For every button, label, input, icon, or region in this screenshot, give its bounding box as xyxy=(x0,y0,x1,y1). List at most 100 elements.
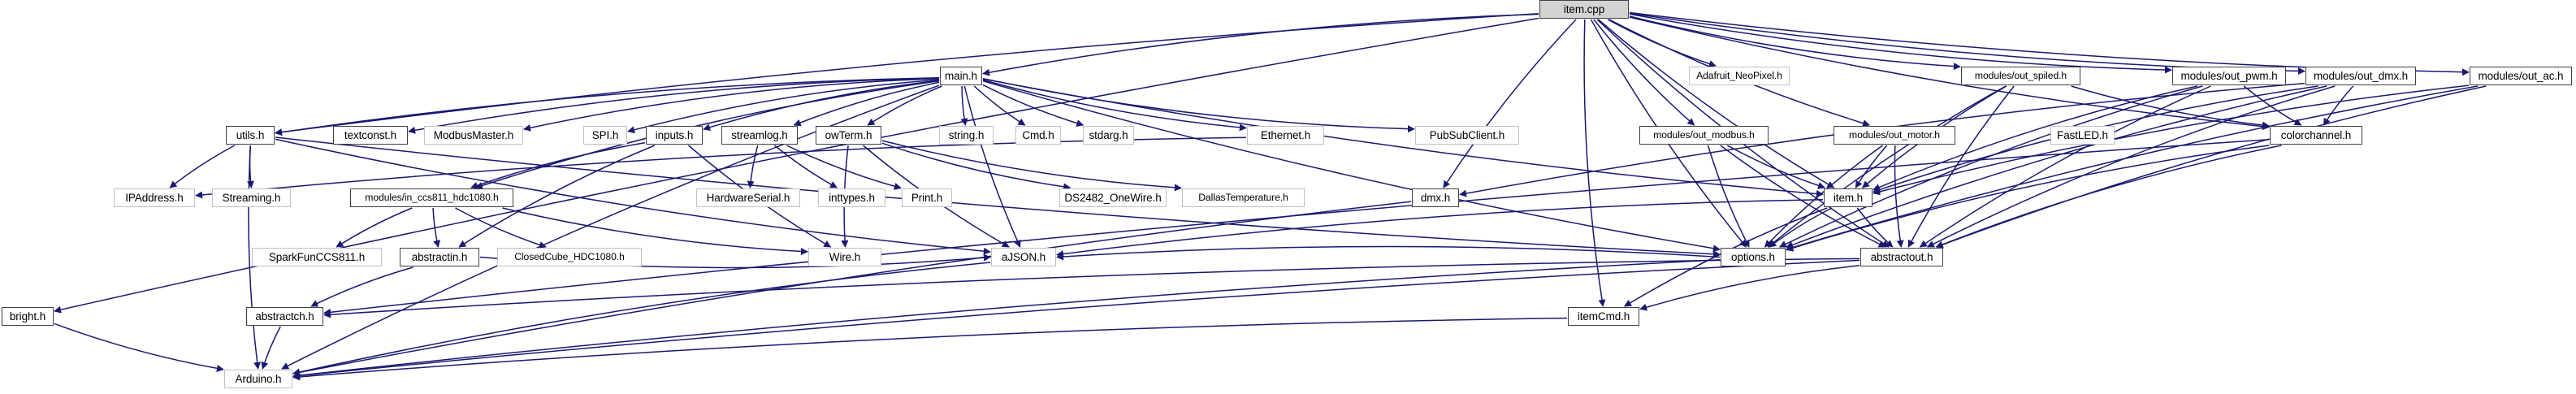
graph-edge xyxy=(881,140,1182,192)
graph-node[interactable]: options.h xyxy=(1721,248,1786,266)
graph-node[interactable]: modules/out_spiled.h xyxy=(1961,67,2080,85)
graph-edge xyxy=(1926,85,2336,248)
graph-edge xyxy=(747,145,759,188)
graph-node[interactable]: ClosedCube_HDC1080.h xyxy=(497,248,642,266)
graph-edge xyxy=(1907,85,2015,248)
graph-edge xyxy=(292,262,991,376)
graph-node-label: string.h xyxy=(948,129,985,141)
graph-edge xyxy=(1935,85,2487,249)
graph-node-label: abstractin.h xyxy=(411,251,468,263)
graph-node-label: main.h xyxy=(945,70,977,82)
graph-node[interactable]: PubSubClient.h xyxy=(1415,126,1519,145)
graph-node[interactable]: stdarg.h xyxy=(1083,126,1134,145)
graph-node[interactable]: abstractch.h xyxy=(246,307,323,326)
graph-edge xyxy=(408,77,940,134)
graph-node-label: modules/out_pwm.h xyxy=(2180,70,2278,82)
graph-node[interactable]: bright.h xyxy=(2,307,54,326)
graph-node[interactable]: abstractout.h xyxy=(1860,248,1943,266)
graph-node-label: Wire.h xyxy=(829,251,861,263)
graph-node[interactable]: modules/out_dmx.h xyxy=(2305,67,2416,85)
graph-edge xyxy=(1593,19,1695,126)
graph-node-label: modules/out_spiled.h xyxy=(1974,70,2067,81)
graph-edge xyxy=(310,266,413,307)
graph-node-label: textconst.h xyxy=(344,129,397,141)
graph-edge xyxy=(246,145,254,188)
graph-edge xyxy=(470,142,646,189)
graph-node[interactable]: Ethernet.h xyxy=(1247,126,1324,145)
graph-node[interactable]: IPAddress.h xyxy=(114,188,195,207)
graph-edge xyxy=(1639,265,1860,311)
graph-node[interactable]: DS2482_OneWire.h xyxy=(1059,188,1167,207)
graph-node-label: streamlog.h xyxy=(731,129,788,141)
graph-node-label: Adafruit_NeoPixel.h xyxy=(1696,70,1782,81)
graph-node[interactable]: SPI.h xyxy=(583,126,627,145)
graph-edge xyxy=(502,207,808,255)
graph-node[interactable]: modules/out_pwm.h xyxy=(2172,67,2286,85)
graph-node[interactable]: Adafruit_NeoPixel.h xyxy=(1689,67,1790,85)
graph-edge xyxy=(275,77,940,136)
graph-node[interactable]: colorchannel.h xyxy=(2270,126,2362,145)
graph-edge xyxy=(275,13,1539,136)
graph-node-label: HardwareSerial.h xyxy=(706,192,790,204)
graph-node-label: abstractout.h xyxy=(1870,251,1933,263)
graph-node[interactable]: Wire.h xyxy=(808,248,881,266)
graph-node[interactable]: itemCmd.h xyxy=(1568,307,1639,326)
graph-edge xyxy=(2323,85,2354,126)
graph-edge xyxy=(292,201,1412,376)
graph-edge xyxy=(793,81,940,127)
graph-edge xyxy=(1769,207,1833,248)
graph-node[interactable]: Print.h xyxy=(902,188,952,207)
graph-edge xyxy=(261,326,281,370)
graph-node[interactable]: textconst.h xyxy=(333,126,408,145)
graph-node[interactable]: Cmd.h xyxy=(1015,126,1061,145)
graph-node[interactable]: Arduino.h xyxy=(224,370,292,388)
graph-node-label: aJSON.h xyxy=(1001,251,1046,263)
graph-edge xyxy=(1443,19,1577,188)
graph-node[interactable]: inttypes.h xyxy=(818,188,885,207)
graph-node[interactable]: Streaming.h xyxy=(212,188,291,207)
graph-edge xyxy=(1935,145,2282,249)
graph-node[interactable]: modules/in_ccs811_hdc1080.h xyxy=(350,188,513,207)
graph-edge xyxy=(2243,85,2302,126)
graph-node[interactable]: item.cpp xyxy=(1539,0,1629,19)
graph-node-label: itemCmd.h xyxy=(1577,310,1630,323)
graph-node-label: item.h xyxy=(1833,192,1864,204)
graph-node[interactable]: SparkFunCCS811.h xyxy=(252,248,382,266)
graph-edge xyxy=(1629,12,2305,75)
graph-edge xyxy=(1707,145,1750,248)
graph-node-label: IPAddress.h xyxy=(125,192,184,204)
graph-edge xyxy=(1919,85,2211,248)
graph-node-label: utils.h xyxy=(236,129,265,141)
graph-node[interactable]: dmx.h xyxy=(1412,188,1459,207)
graph-node[interactable]: DallasTemperature.h xyxy=(1182,188,1305,207)
graph-node-label: dmx.h xyxy=(1420,192,1451,204)
graph-node[interactable]: ModbusMaster.h xyxy=(424,126,523,145)
graph-node-label: PubSubClient.h xyxy=(1429,129,1505,141)
graph-edge xyxy=(292,259,1721,379)
graph-node[interactable]: abstractin.h xyxy=(400,248,479,266)
graph-node[interactable]: FastLED.h xyxy=(2050,126,2115,145)
graph-edge xyxy=(960,85,968,126)
graph-node[interactable]: utils.h xyxy=(226,126,275,145)
graph-node[interactable]: modules/out_ac.h xyxy=(2470,67,2572,85)
graph-node[interactable]: item.h xyxy=(1824,188,1872,207)
graph-edge xyxy=(1056,245,1721,261)
graph-node-label: stdarg.h xyxy=(1089,129,1128,141)
graph-node[interactable]: owTerm.h xyxy=(816,126,881,145)
graph-node[interactable]: streamlog.h xyxy=(721,126,798,145)
graph-node[interactable]: modules/out_modbus.h xyxy=(1639,126,1769,145)
graph-node-label: Arduino.h xyxy=(235,373,282,385)
graph-node-label: owTerm.h xyxy=(825,129,872,141)
graph-node-label: abstractch.h xyxy=(255,310,314,323)
graph-node[interactable]: inputs.h xyxy=(646,126,703,145)
graph-edge xyxy=(963,85,1021,248)
graph-edge xyxy=(432,207,441,248)
graph-node[interactable]: main.h xyxy=(940,67,982,85)
graph-node[interactable]: aJSON.h xyxy=(991,248,1056,266)
graph-edge xyxy=(881,142,1072,191)
graph-edge xyxy=(1767,85,2007,248)
graph-node[interactable]: modules/out_motor.h xyxy=(1834,126,1955,145)
graph-node[interactable]: HardwareSerial.h xyxy=(696,188,800,207)
graph-node[interactable]: string.h xyxy=(939,126,994,145)
graph-edge xyxy=(1629,11,2470,76)
